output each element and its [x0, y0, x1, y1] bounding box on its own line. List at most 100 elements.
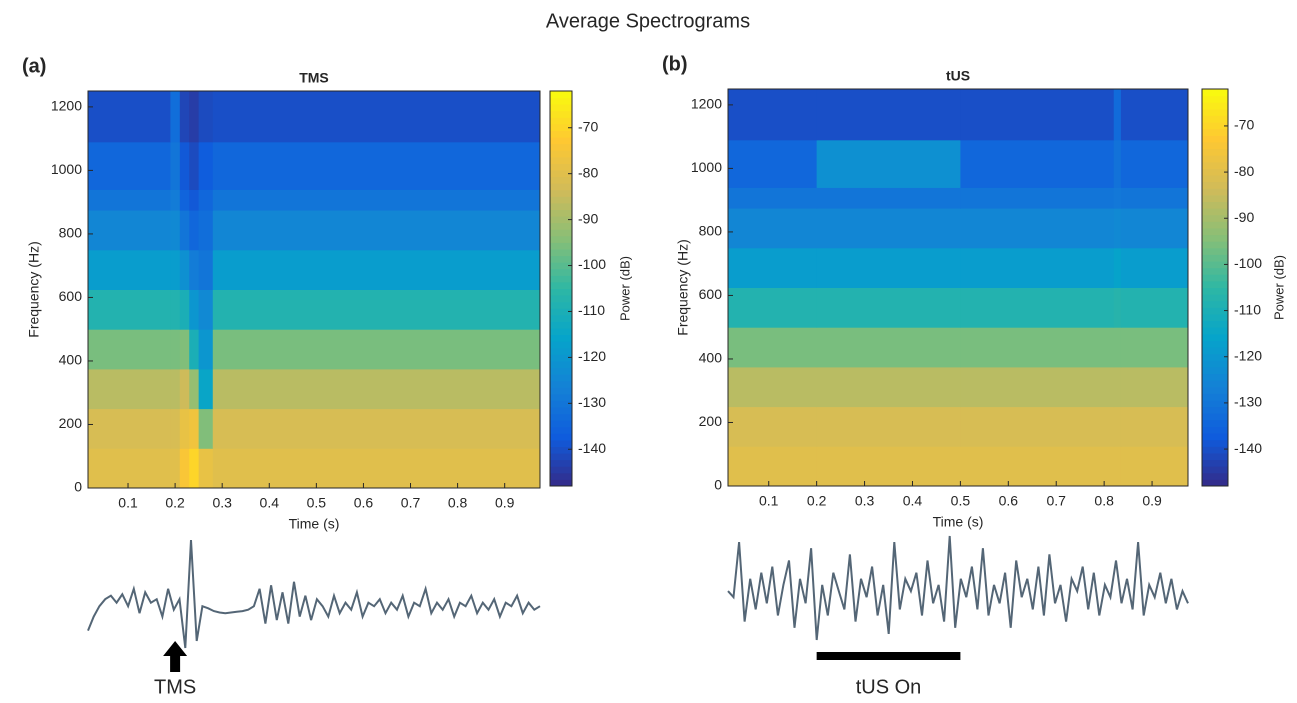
colorbar-swatch [550, 407, 572, 415]
heatmap-cell [728, 446, 818, 487]
colorbar-tick-label: -70 [1234, 117, 1254, 133]
colorbar-swatch [550, 360, 572, 368]
y-tick-label: 800 [699, 223, 723, 239]
heatmap-cell [179, 210, 190, 251]
heatmap-cell [198, 329, 214, 370]
colorbar-swatch [1202, 108, 1228, 116]
colorbar-swatch [550, 97, 572, 105]
colorbar-swatch [1202, 208, 1228, 216]
colorbar-swatch [550, 189, 572, 197]
colorbar-tick-label: -140 [578, 440, 606, 456]
colorbar-swatch [1202, 254, 1228, 262]
colorbar-swatch [1202, 320, 1228, 328]
y-tick-label: 400 [699, 350, 723, 366]
colorbar-swatch [1202, 380, 1228, 388]
heatmap-cell [728, 208, 818, 249]
heatmap-cell [88, 141, 171, 190]
colorbar-swatch [1202, 472, 1228, 480]
x-tick-label: 0.3 [855, 493, 875, 509]
heatmap-cell [1113, 406, 1122, 447]
colorbar-swatch [1202, 227, 1228, 236]
x-tick-label: 0.7 [401, 495, 421, 511]
heatmap-cell [1113, 208, 1122, 249]
colorbar-tick-label: -100 [578, 256, 606, 272]
colorbar-swatch [1202, 247, 1228, 255]
heatmap-cell [1120, 187, 1189, 209]
colorbar-swatch [1202, 194, 1228, 202]
heatmap-cell [88, 368, 171, 410]
colorbar-swatch [550, 123, 572, 131]
heatmap-cell [728, 406, 818, 447]
colorbar-tick-label: -90 [578, 210, 598, 226]
colorbar-swatch [1202, 274, 1228, 282]
colorbar-swatch [1202, 313, 1228, 322]
x-tick-label: 0.1 [118, 495, 138, 511]
colorbar-swatch [1202, 327, 1228, 335]
y-tick-label: 1200 [691, 96, 722, 112]
colorbar-swatch [550, 328, 572, 336]
heatmap-cell [1113, 187, 1122, 209]
heatmap-cell [816, 327, 961, 368]
colorbar-swatch [550, 479, 572, 487]
colorbar-swatch [1202, 399, 1228, 408]
colorbar-swatch [550, 466, 572, 474]
y-axis-label: Frequency (Hz) [26, 241, 42, 337]
colorbar-swatch [550, 216, 572, 224]
colorbar-swatch [550, 367, 572, 375]
y-tick-label: 200 [699, 413, 723, 429]
heatmap-cell [1113, 366, 1122, 408]
colorbar-swatch [1202, 141, 1228, 150]
heatmap-cell [179, 329, 190, 370]
heatmap-cell [1113, 89, 1122, 141]
colorbar-swatch [1202, 261, 1228, 269]
heatmap-cell [189, 249, 200, 290]
heatmap-cell [1120, 89, 1189, 141]
heatmap-cell [212, 289, 541, 330]
colorbar-swatch [550, 439, 572, 447]
colorbar-swatch [1202, 234, 1228, 242]
colorbar-tick-label: -70 [578, 118, 598, 134]
heatmap-cell [212, 368, 541, 410]
colorbar-swatch [1202, 433, 1228, 441]
colorbar-swatch [550, 255, 572, 263]
heatmap-cell [816, 366, 961, 408]
heatmap-cell [816, 446, 961, 487]
colorbar-swatch [550, 117, 572, 125]
annotation-arrow [163, 641, 188, 672]
colorbar-swatch [1202, 267, 1228, 275]
colorbar-swatch [550, 170, 572, 178]
heatmap-cell [728, 139, 818, 188]
heatmap-cell [189, 141, 200, 190]
heatmap-cell [170, 448, 181, 489]
colorbar-swatch [550, 235, 572, 243]
heatmap-cell [170, 368, 181, 410]
colorbar-swatch [550, 209, 572, 217]
heatmap-cell [88, 210, 171, 251]
heatmap-cell [179, 408, 190, 449]
colorbar-frame [1201, 88, 1229, 487]
colorbar-swatch [1202, 175, 1228, 183]
heatmap-cell [189, 189, 200, 211]
heatmap-cell [1120, 446, 1189, 487]
colorbar-swatch [550, 453, 572, 461]
colorbar-swatch [1202, 214, 1228, 222]
colorbar-tick-label: -100 [1234, 255, 1262, 271]
y-tick-label: 800 [59, 225, 83, 241]
colorbar-swatch [1202, 201, 1228, 209]
x-tick-label: 0.3 [212, 495, 232, 511]
colorbar-swatch [550, 262, 572, 270]
colorbar-tick-label: -90 [1234, 209, 1254, 225]
x-tick-label: 0.1 [759, 493, 779, 509]
heatmap-cell [816, 208, 961, 249]
heatmap-cell [1113, 327, 1122, 368]
colorbar-swatch [1202, 406, 1228, 414]
heatmap-cell [816, 187, 961, 209]
heatmap-cell [212, 91, 541, 143]
colorbar-swatch [550, 150, 572, 158]
x-tick-label: 0.5 [307, 495, 327, 511]
colorbar-frame [549, 90, 573, 487]
x-tick-label: 0.5 [951, 493, 971, 509]
colorbar-swatch [1202, 340, 1228, 348]
heatmap-cell [189, 368, 200, 410]
colorbar-swatch [1202, 188, 1228, 196]
